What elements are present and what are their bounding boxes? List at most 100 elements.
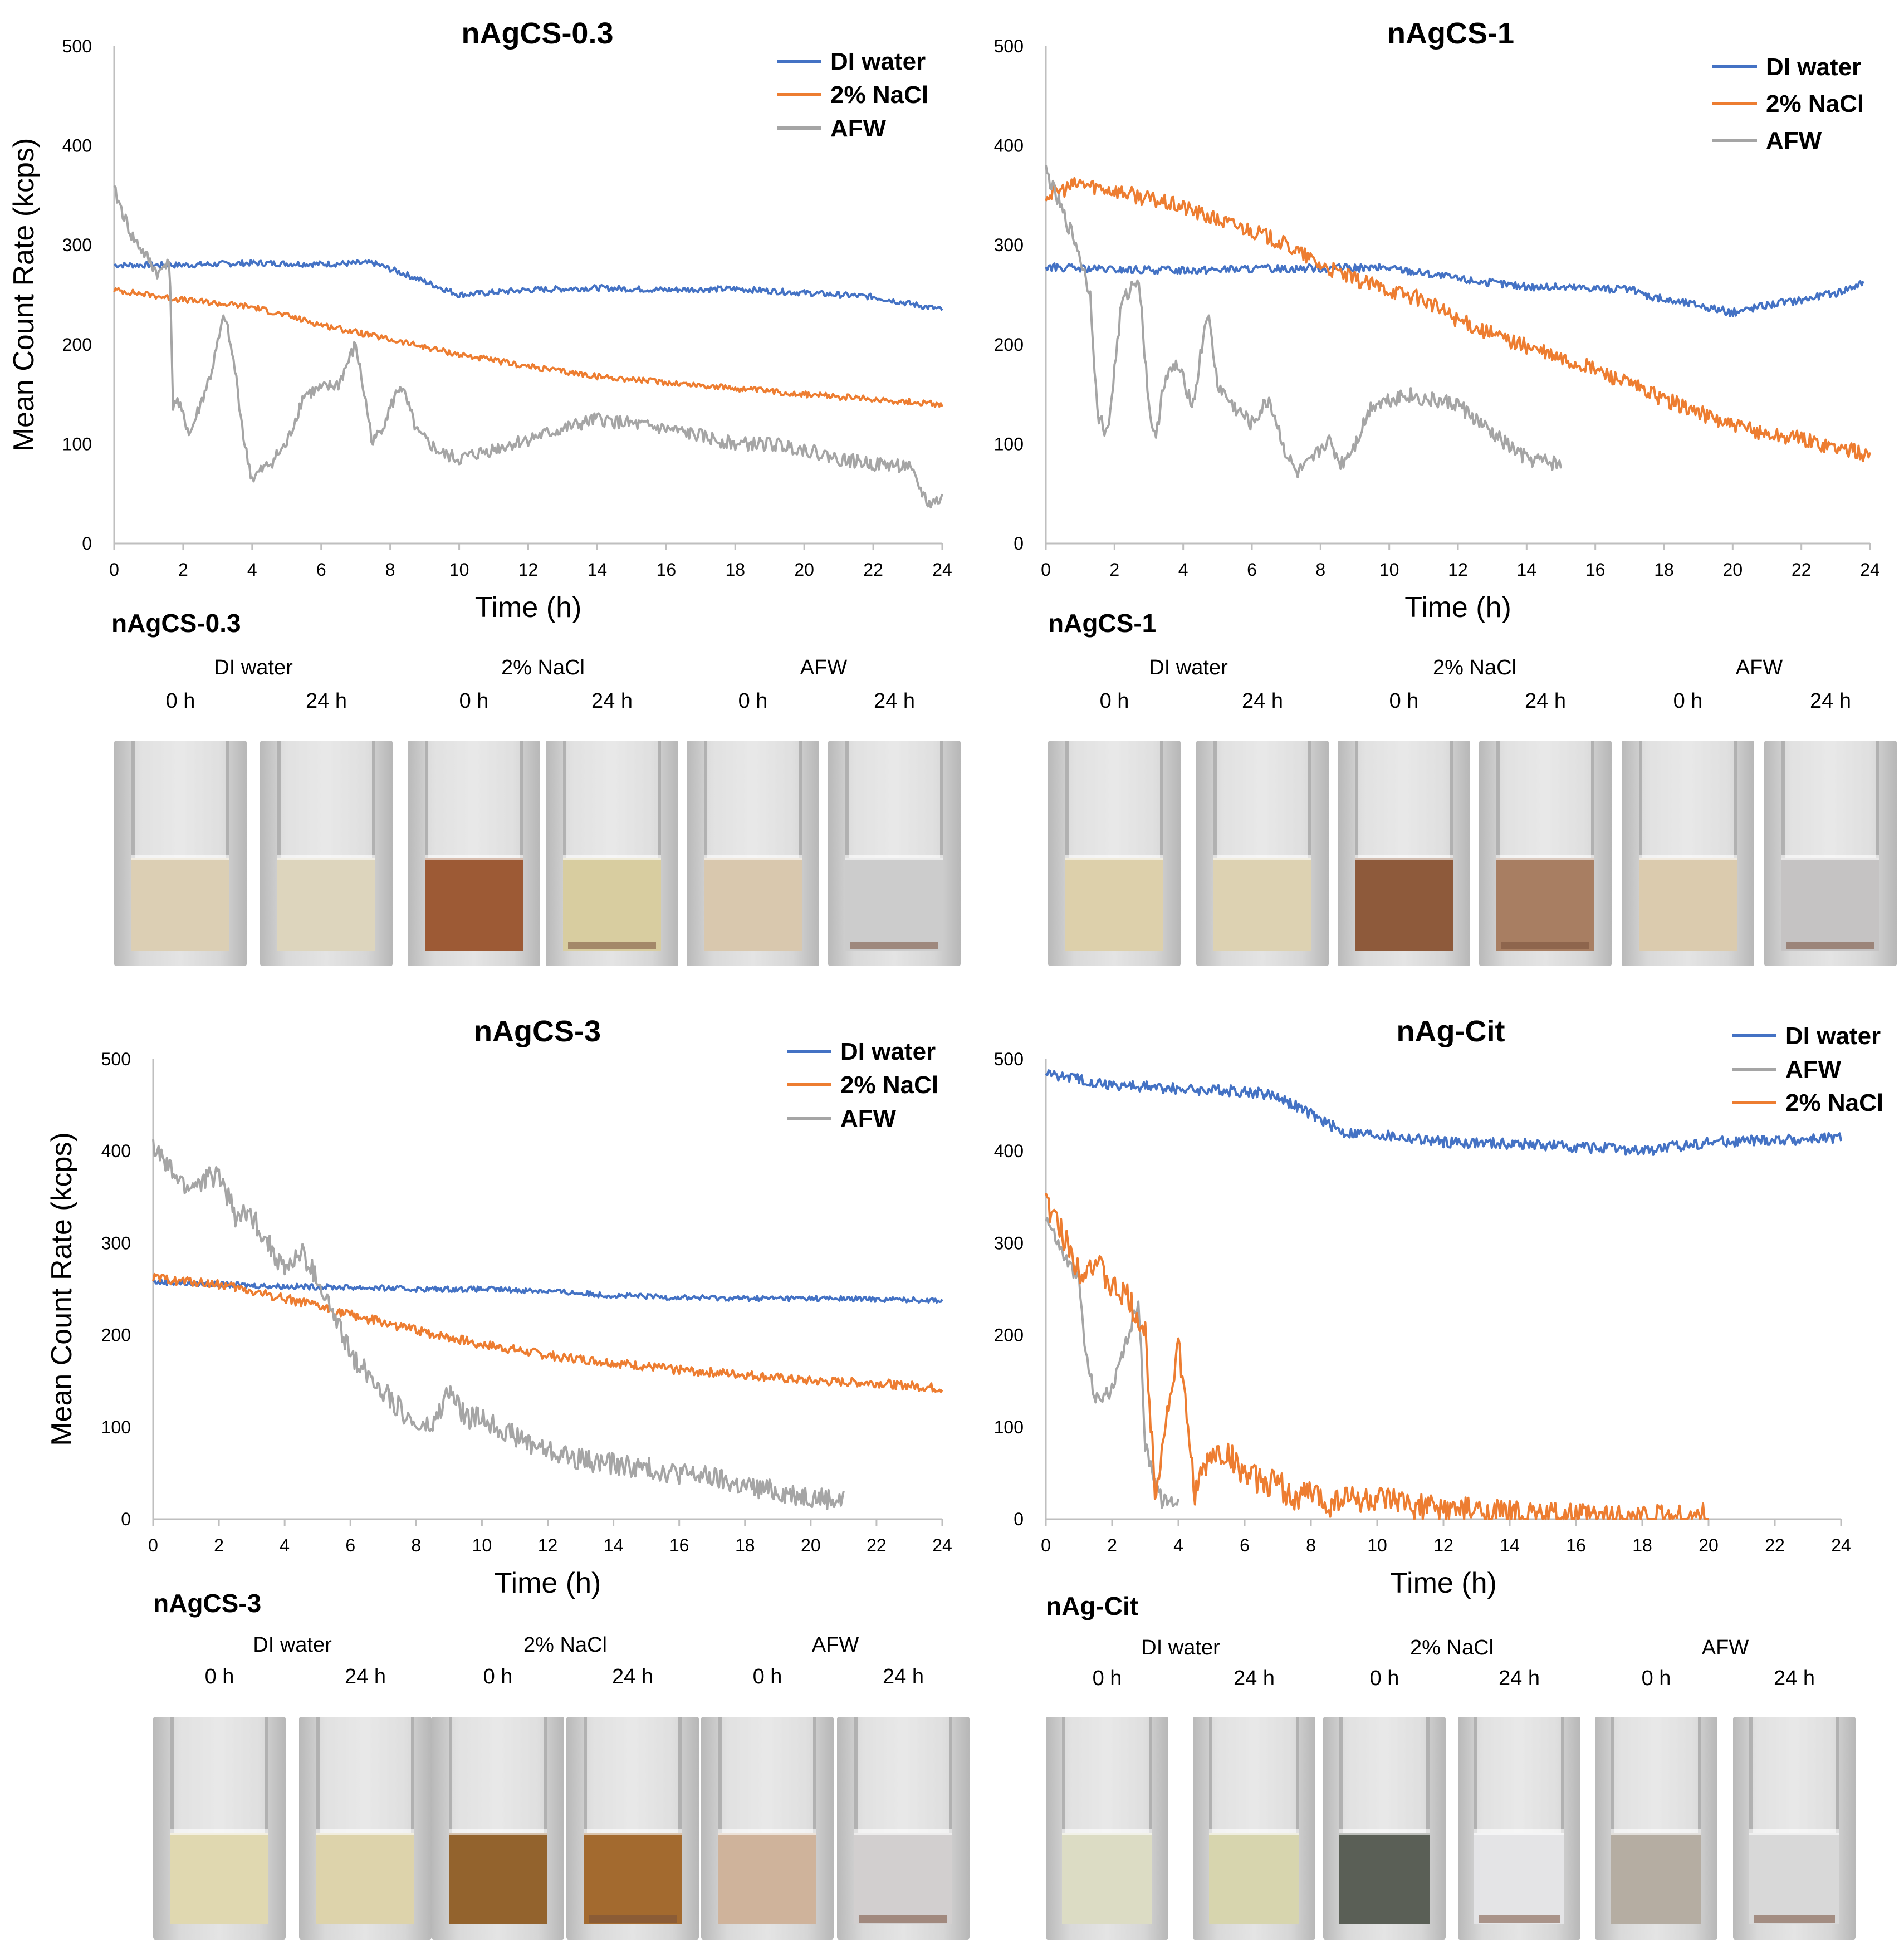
cuvette-photo [1196,741,1329,966]
cuvette-photo [1046,1717,1168,1940]
x-tick-label: 20 [1699,1535,1719,1555]
time-label: 24 h [874,689,915,713]
cuvette-photo [1458,1717,1580,1940]
time-label: 0 h [752,1665,782,1688]
legend-label: 2% NaCl [1785,1089,1883,1117]
x-tick-label: 20 [801,1535,821,1555]
time-label: 0 h [459,689,489,713]
x-tick-label: 2 [1109,560,1119,580]
x-tick-label: 10 [1379,560,1399,580]
time-label: 24 h [612,1665,653,1688]
x-tick-label: 18 [725,560,745,580]
cuvette-photo [1323,1717,1446,1940]
x-tick-label: 24 [932,1535,952,1555]
cuvette-photo [1764,741,1897,966]
x-tick-label: 16 [1585,560,1606,580]
legend-label: DI water [1766,53,1861,81]
x-tick-label: 4 [280,1535,290,1555]
x-tick-label: 6 [345,1535,355,1555]
time-label: 24 h [1234,1667,1275,1690]
time-label: 24 h [345,1665,386,1688]
y-tick-label: 300 [62,235,92,255]
x-tick-label: 6 [1240,1535,1250,1555]
y-tick-label: 400 [994,1141,1024,1161]
time-label: 0 h [1389,689,1419,713]
x-tick-label: 16 [669,1535,689,1555]
x-tick-label: 2 [1107,1535,1117,1555]
y-tick-label: 100 [62,434,92,454]
x-tick-label: 14 [1517,560,1537,580]
x-tick-label: 12 [538,1535,558,1555]
cuvette-photo [1048,741,1181,966]
chart-2: 0 2 4 6 8 10 12 14 16 18 20 22 240100200300400500nAg… [46,1015,952,1599]
series-line-di-water [152,1279,943,1304]
x-tick-label: 16 [1566,1535,1586,1555]
cuvette-photo [1595,1717,1717,1940]
y-tick-label: 200 [62,335,92,355]
y-tick-label: 100 [994,1417,1024,1437]
legend-label: DI water [840,1038,936,1065]
y-tick-label: 0 [121,1509,131,1529]
y-tick-label: 0 [1014,1509,1024,1529]
condition-label: AFW [1701,1636,1749,1659]
x-tick-label: 10 [1367,1535,1387,1555]
condition-label: 2% NaCl [1410,1636,1494,1659]
time-label: 0 h [204,1665,234,1688]
x-tick-label: 18 [1654,560,1674,580]
x-tick-label: 6 [316,560,326,580]
x-tick-label: 22 [1765,1535,1785,1555]
legend-label: AFW [1785,1056,1842,1083]
x-tick-label: 14 [1500,1535,1520,1555]
cuvette-photo [828,741,961,966]
condition-label: DI water [1141,1636,1220,1659]
x-tick-label: 12 [518,560,539,580]
x-tick-label: 4 [1173,1535,1183,1555]
y-tick-label: 100 [101,1417,131,1437]
time-label: 0 h [738,689,768,713]
y-tick-label: 500 [994,36,1024,56]
x-tick-label: 0 [109,560,119,580]
time-label: 24 h [883,1665,924,1688]
time-label: 0 h [1099,689,1129,713]
series-line-2-nacl [152,1272,943,1393]
y-tick-label: 0 [1014,533,1024,554]
cuvette-photo [701,1717,834,1940]
cuvette-photo [408,741,540,966]
y-tick-label: 0 [82,533,92,554]
time-label: 24 h [1499,1667,1540,1690]
condition-label: AFW [800,656,848,679]
y-axis-label: Mean Count Rate (kcps) [46,1132,78,1446]
chart-title: nAgCS-3 [474,1015,601,1048]
condition-label: 2% NaCl [523,1633,607,1657]
x-axis-label: Time (h) [475,591,582,624]
y-axis-label: Mean Count Rate (kcps) [8,138,40,452]
y-tick-label: 400 [101,1141,131,1161]
cuvette-photo [114,741,247,966]
time-label: 0 h [1092,1667,1122,1690]
series-line-afw [1045,1217,1179,1509]
time-label: 0 h [1641,1667,1671,1690]
x-tick-label: 8 [1315,560,1325,580]
x-tick-label: 18 [1632,1535,1652,1555]
time-label: 0 h [483,1665,513,1688]
time-label: 24 h [1242,689,1283,713]
condition-label: DI water [1149,656,1228,679]
photo-panel-title: nAgCS-1 [1048,609,1157,638]
legend-label: AFW [830,115,887,142]
x-tick-label: 22 [863,560,883,580]
x-tick-label: 0 [1041,1535,1051,1555]
cuvette-photo [432,1717,564,1940]
x-tick-label: 2 [178,560,188,580]
series-line-afw [113,185,943,509]
y-tick-label: 400 [62,136,92,156]
time-label: 24 h [1774,1667,1815,1690]
time-label: 0 h [1369,1667,1399,1690]
x-tick-label: 14 [604,1535,624,1555]
x-axis-label: Time (h) [1390,1567,1497,1599]
condition-label: 2% NaCl [501,656,585,679]
x-tick-label: 8 [385,560,395,580]
time-label: 0 h [1673,689,1703,713]
cuvette-photo [299,1717,432,1940]
